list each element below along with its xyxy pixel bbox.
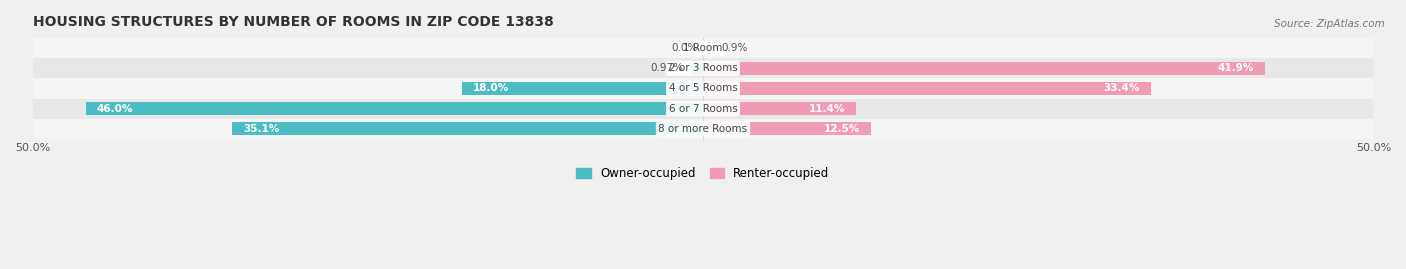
Bar [461,82,703,95]
Bar [703,122,870,135]
Text: 6 or 7 Rooms: 6 or 7 Rooms [669,104,737,114]
Text: 0.9%: 0.9% [721,43,748,53]
Bar [690,62,703,75]
Bar [703,82,1150,95]
Bar [703,62,1265,75]
Text: 0.97%: 0.97% [651,63,683,73]
Text: 11.4%: 11.4% [808,104,845,114]
Text: 18.0%: 18.0% [472,83,509,93]
Bar [232,122,703,135]
Text: 1 Room: 1 Room [683,43,723,53]
Text: 0.0%: 0.0% [672,43,697,53]
Bar [32,98,1374,119]
Bar [32,78,1374,98]
Text: 8 or more Rooms: 8 or more Rooms [658,124,748,134]
Text: 35.1%: 35.1% [243,124,280,134]
Bar [86,102,703,115]
Bar [32,38,1374,58]
Bar [32,119,1374,139]
Text: Source: ZipAtlas.com: Source: ZipAtlas.com [1274,19,1385,29]
Bar [703,102,856,115]
Text: HOUSING STRUCTURES BY NUMBER OF ROOMS IN ZIP CODE 13838: HOUSING STRUCTURES BY NUMBER OF ROOMS IN… [32,15,554,29]
Bar [32,58,1374,78]
Text: 12.5%: 12.5% [824,124,860,134]
Bar [703,42,716,54]
Text: 41.9%: 41.9% [1218,63,1254,73]
Text: 4 or 5 Rooms: 4 or 5 Rooms [669,83,737,93]
Text: 33.4%: 33.4% [1104,83,1140,93]
Text: 46.0%: 46.0% [97,104,134,114]
Legend: Owner-occupied, Renter-occupied: Owner-occupied, Renter-occupied [576,167,830,180]
Text: 2 or 3 Rooms: 2 or 3 Rooms [669,63,737,73]
